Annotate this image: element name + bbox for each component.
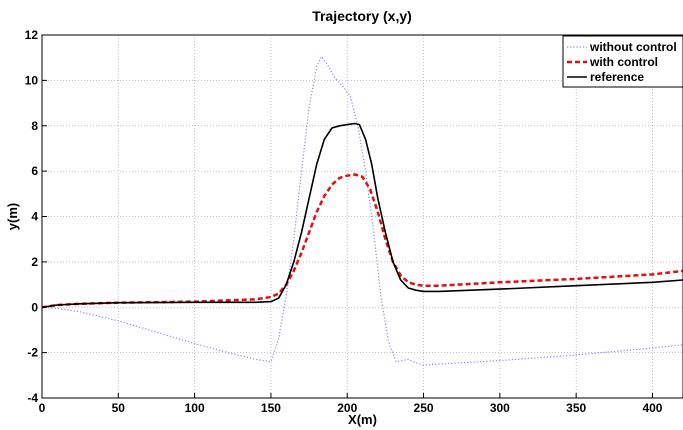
- y-tick-label: 6: [31, 164, 38, 178]
- y-tick-label: 12: [25, 28, 39, 42]
- x-tick-label: 0: [39, 401, 46, 415]
- x-tick-label: 50: [112, 401, 126, 415]
- y-tick-label: -2: [27, 346, 38, 360]
- series-line-without-control: [41, 55, 683, 366]
- legend-label: reference: [590, 70, 644, 84]
- y-tick-label: 4: [31, 210, 38, 224]
- series-group: [41, 55, 683, 366]
- y-tick-label: 10: [25, 73, 39, 87]
- series-line-with-control: [41, 173, 683, 309]
- x-tick-label: 250: [414, 401, 434, 415]
- axis-ticks: 0 50 100 150 200 250 300 350 400 -4 -2 0 2 4 6 8 10 12: [25, 28, 663, 415]
- y-tick-label: 0: [31, 300, 38, 314]
- series-line-reference: [41, 122, 683, 309]
- x-tick-label: 150: [261, 401, 281, 415]
- x-tick-label: 100: [185, 401, 205, 415]
- legend-label: with control: [589, 55, 658, 69]
- y-tick-label: -4: [27, 391, 38, 405]
- x-tick-label: 300: [490, 401, 510, 415]
- x-tick-label: 200: [337, 401, 357, 415]
- y-tick-label: 2: [31, 255, 38, 269]
- x-tick-label: 400: [642, 401, 662, 415]
- x-axis-title: X(m): [348, 412, 377, 427]
- y-axis-title: y(m): [5, 203, 20, 230]
- legend-label: without control: [589, 40, 677, 54]
- x-tick-label: 350: [566, 401, 586, 415]
- y-tick-label: 8: [31, 119, 38, 133]
- chart-title: Trajectory (x,y): [312, 8, 412, 24]
